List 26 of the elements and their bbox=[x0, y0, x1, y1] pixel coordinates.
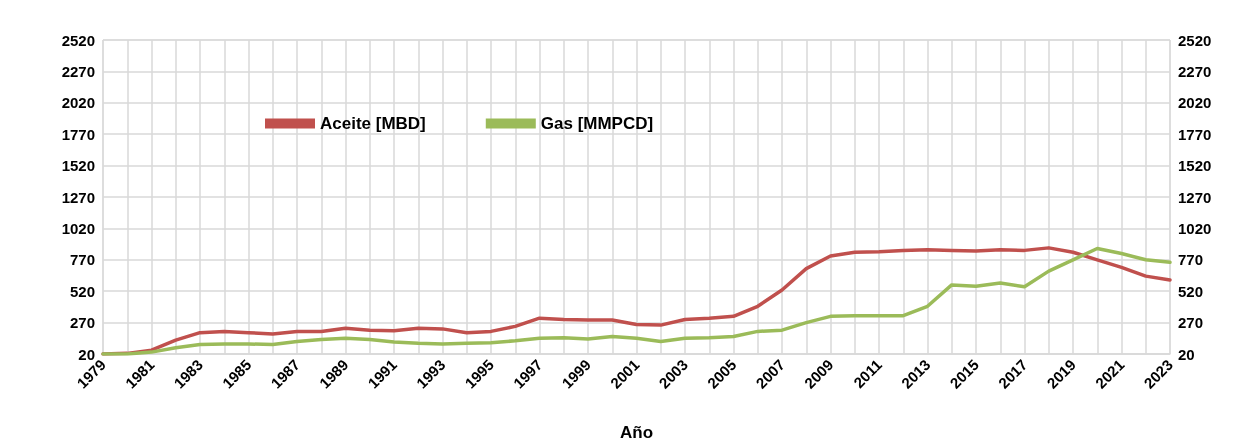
y-tick-label: 520 bbox=[69, 282, 95, 300]
y2-tick-label: 770 bbox=[1178, 251, 1204, 269]
line-series bbox=[101, 246, 1172, 356]
x-axis-title: Año bbox=[619, 423, 654, 442]
y2-tick-label: 520 bbox=[1178, 282, 1204, 300]
y-tick-label: 770 bbox=[69, 251, 95, 269]
y2-tick-label: 1270 bbox=[1178, 188, 1212, 206]
y2-tick-label: 270 bbox=[1178, 314, 1204, 332]
y-tick-label: 2020 bbox=[61, 94, 95, 112]
y2-tick-label: 1520 bbox=[1178, 157, 1212, 175]
y-tick-label: 1770 bbox=[61, 125, 95, 143]
y2-tick-label: 2020 bbox=[1178, 94, 1212, 112]
y2-tick-label: 2270 bbox=[1178, 62, 1212, 80]
y-tick-label: 2270 bbox=[61, 62, 95, 80]
y-tick-label: 1020 bbox=[61, 219, 95, 237]
legend-label: Gas [MMPCD] bbox=[540, 114, 654, 133]
y-tick-label: 1270 bbox=[61, 188, 95, 206]
legend-label: Aceite [MBD] bbox=[320, 114, 426, 133]
y2-tick-label: 1770 bbox=[1178, 125, 1212, 143]
y-tick-label: 2520 bbox=[61, 31, 95, 49]
y2-tick-label: 1020 bbox=[1178, 219, 1212, 237]
y-tick-label: 270 bbox=[69, 314, 95, 332]
y-tick-label: 1520 bbox=[61, 157, 95, 175]
y2-tick-label: 20 bbox=[1178, 345, 1195, 363]
y-tick-label: 20 bbox=[78, 345, 95, 363]
y2-tick-label: 2520 bbox=[1178, 31, 1212, 49]
